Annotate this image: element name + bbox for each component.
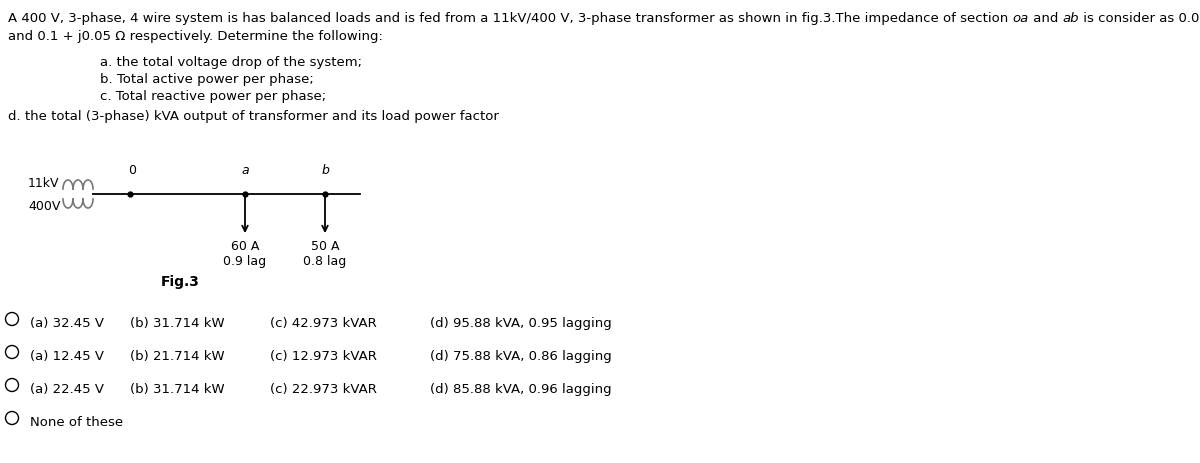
Text: (a) 32.45 V: (a) 32.45 V bbox=[30, 316, 104, 329]
Text: (d) 95.88 kVA, 0.95 lagging: (d) 95.88 kVA, 0.95 lagging bbox=[430, 316, 612, 329]
Text: (c) 12.973 kVAR: (c) 12.973 kVAR bbox=[270, 349, 377, 362]
Text: is consider as 0.05 + j0.04 Ω: is consider as 0.05 + j0.04 Ω bbox=[1079, 12, 1200, 25]
Text: (a) 22.45 V: (a) 22.45 V bbox=[30, 382, 104, 395]
Text: Fig.3: Fig.3 bbox=[161, 275, 199, 288]
Text: 60 A: 60 A bbox=[230, 239, 259, 252]
Text: b. Total active power per phase;: b. Total active power per phase; bbox=[100, 73, 313, 86]
Text: (b) 31.714 kW: (b) 31.714 kW bbox=[130, 382, 224, 395]
Text: (d) 75.88 kVA, 0.86 lagging: (d) 75.88 kVA, 0.86 lagging bbox=[430, 349, 612, 362]
Text: d. the total (3-phase) kVA output of transformer and its load power factor: d. the total (3-phase) kVA output of tra… bbox=[8, 110, 499, 123]
Text: (c) 22.973 kVAR: (c) 22.973 kVAR bbox=[270, 382, 377, 395]
Text: A 400 V, 3-phase, 4 wire system is has balanced loads and is fed from a 11kV/400: A 400 V, 3-phase, 4 wire system is has b… bbox=[8, 12, 1013, 25]
Text: (b) 21.714 kW: (b) 21.714 kW bbox=[130, 349, 224, 362]
Text: a. the total voltage drop of the system;: a. the total voltage drop of the system; bbox=[100, 56, 362, 69]
Text: and: and bbox=[1028, 12, 1062, 25]
Text: 0.9 lag: 0.9 lag bbox=[223, 255, 266, 268]
Text: c. Total reactive power per phase;: c. Total reactive power per phase; bbox=[100, 90, 326, 103]
Text: None of these: None of these bbox=[30, 415, 124, 428]
Text: (b) 31.714 kW: (b) 31.714 kW bbox=[130, 316, 224, 329]
Text: oa: oa bbox=[1013, 12, 1028, 25]
Text: 50 A: 50 A bbox=[311, 239, 340, 252]
Text: ab: ab bbox=[1062, 12, 1079, 25]
Text: and 0.1 + j0.05 Ω respectively. Determine the following:: and 0.1 + j0.05 Ω respectively. Determin… bbox=[8, 30, 383, 43]
Text: 0: 0 bbox=[128, 163, 136, 176]
Text: a: a bbox=[241, 163, 248, 176]
Text: (d) 85.88 kVA, 0.96 lagging: (d) 85.88 kVA, 0.96 lagging bbox=[430, 382, 612, 395]
Text: b: b bbox=[322, 163, 329, 176]
Text: (a) 12.45 V: (a) 12.45 V bbox=[30, 349, 104, 362]
Text: 0.8 lag: 0.8 lag bbox=[304, 255, 347, 268]
Text: (c) 42.973 kVAR: (c) 42.973 kVAR bbox=[270, 316, 377, 329]
Text: 11kV: 11kV bbox=[28, 176, 60, 189]
Text: 400V: 400V bbox=[28, 200, 60, 213]
